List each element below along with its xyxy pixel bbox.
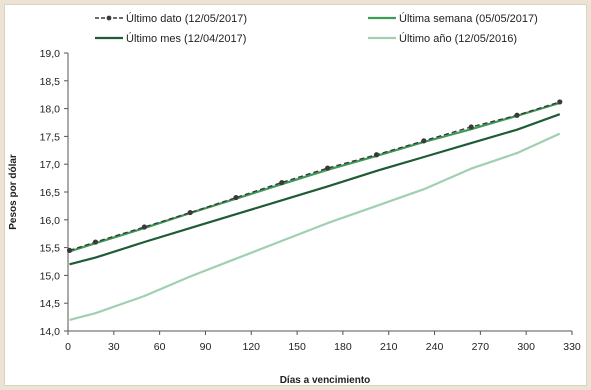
series-line	[69, 101, 561, 252]
y-tick-label: 19,0	[40, 48, 61, 60]
x-tick-label: 30	[108, 341, 120, 353]
x-tick-label: 330	[563, 341, 581, 353]
legend-label: Último mes (12/04/2017)	[126, 32, 246, 45]
x-tick-label: 240	[426, 341, 444, 353]
y-tick-label: 16,0	[40, 215, 61, 227]
x-tick-label: 120	[243, 341, 261, 353]
x-tick-label: 60	[154, 341, 166, 353]
legend-label: Último dato (12/05/2017)	[126, 12, 247, 25]
x-axis-label: Días a vencimiento	[280, 375, 371, 386]
y-axis-label: Pesos por dólar	[8, 154, 19, 230]
x-tick-label: 180	[334, 341, 352, 353]
y-tick-label: 15,0	[40, 270, 61, 282]
data-point	[141, 224, 147, 230]
data-point	[514, 112, 520, 118]
data-point	[92, 239, 99, 245]
series-line	[69, 113, 561, 266]
x-tick-label: 270	[472, 341, 490, 353]
data-point	[421, 138, 427, 144]
y-tick-label: 14,0	[40, 326, 61, 338]
y-axis-ticks: 14,0 14,5 15,0 15,5 16,0 16,5 17,0 17,5 18,0 18,5…	[40, 48, 68, 338]
y-tick-label: 18,5	[40, 76, 61, 88]
data-point	[233, 194, 239, 201]
x-tick-label: 90	[200, 341, 212, 353]
y-tick-label: 17,0	[40, 159, 61, 171]
legend-label: Última semana (05/05/2017)	[399, 12, 538, 25]
y-tick-label: 16,5	[40, 187, 61, 199]
data-point	[187, 209, 193, 216]
axes	[67, 53, 572, 332]
data-point	[557, 99, 563, 105]
data-point	[66, 247, 73, 253]
series-line	[69, 101, 561, 253]
x-tick-label: 0	[65, 341, 71, 353]
y-tick-label: 18,0	[40, 104, 61, 116]
series-line	[69, 132, 561, 321]
y-tick-label: 17,5	[40, 131, 61, 143]
data-point	[468, 124, 474, 130]
legend-label: Último año (12/05/2016)	[399, 32, 517, 45]
y-tick-label: 15,5	[40, 243, 61, 255]
x-tick-label: 300	[517, 341, 535, 353]
data-point	[279, 179, 285, 186]
series-lines	[66, 99, 563, 321]
x-tick-label: 150	[288, 341, 306, 353]
x-tick-label: 210	[380, 341, 398, 353]
data-point	[325, 165, 331, 171]
x-axis-ticks: 0 30 60 90 120 150 180 210 240 270 300 330	[65, 331, 581, 353]
data-point	[373, 152, 380, 158]
legend-marker	[106, 15, 112, 21]
y-tick-label: 14,5	[40, 298, 61, 310]
legend: Último dato (12/05/2017) Última semana (0…	[95, 12, 538, 45]
